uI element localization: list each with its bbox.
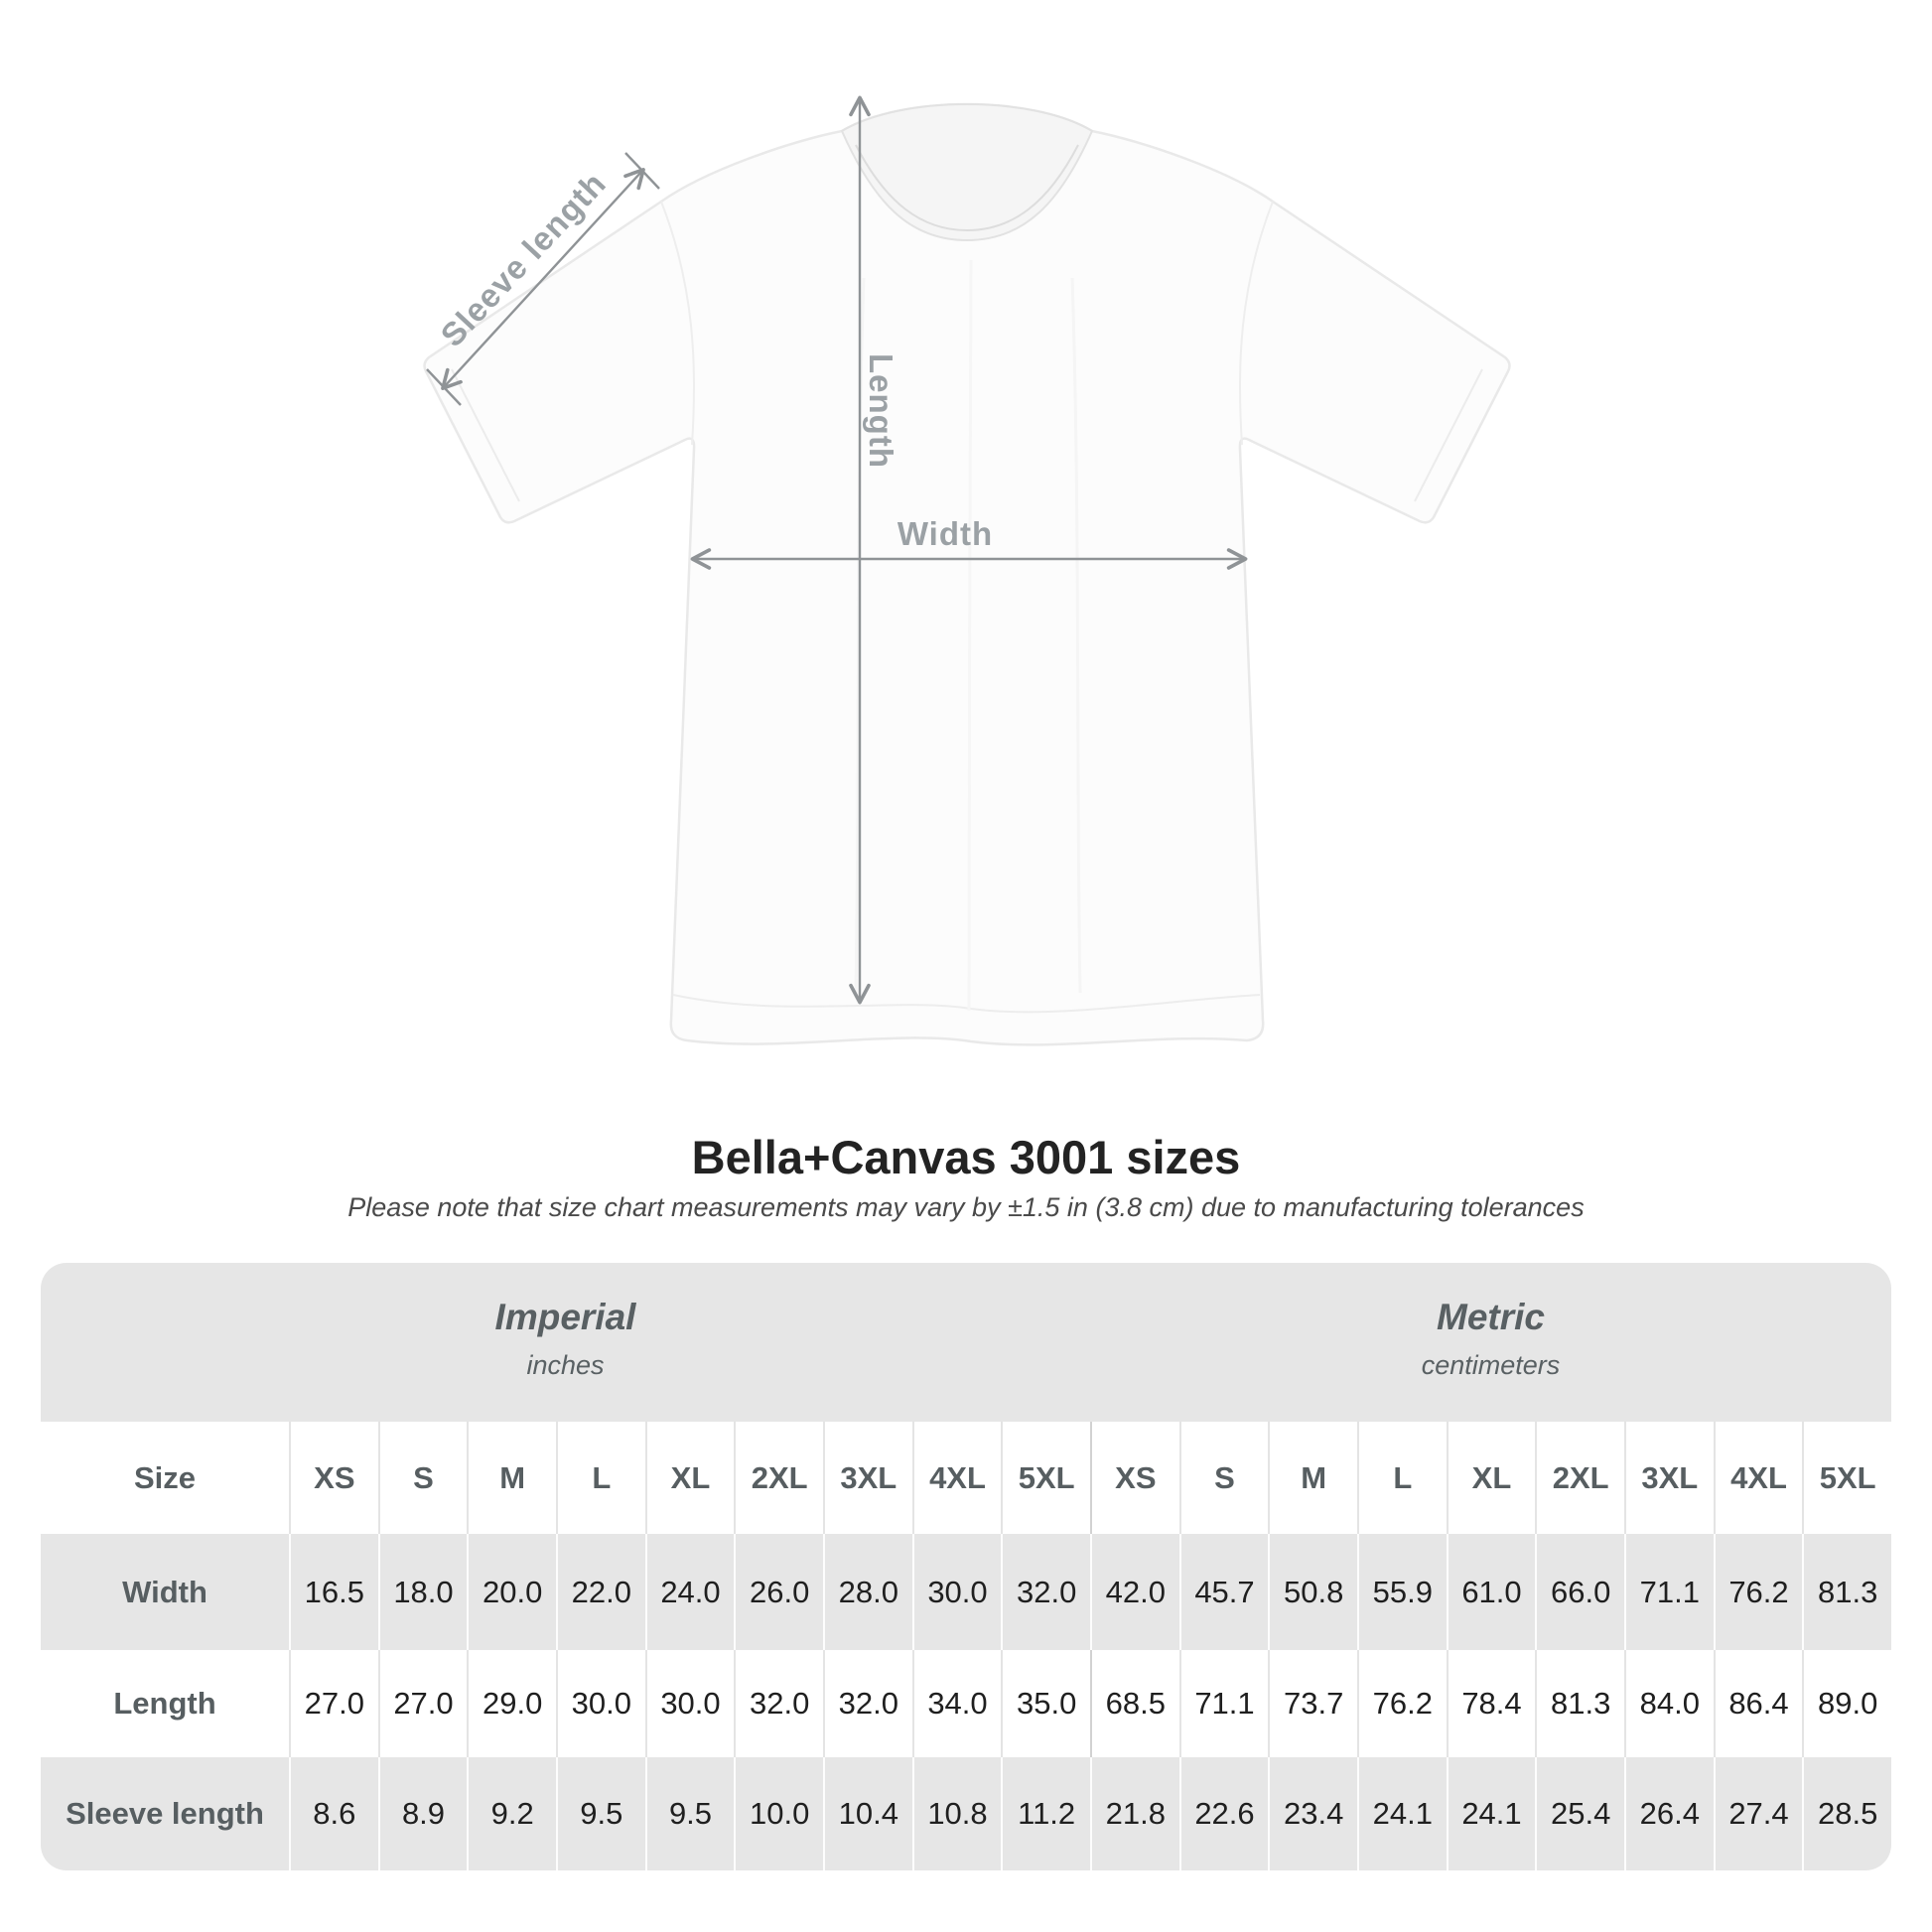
value-cell: 50.8 — [1268, 1534, 1357, 1650]
size-col-header: 4XL — [911, 1422, 1002, 1534]
value-cell: 24.0 — [644, 1534, 735, 1650]
value-cell: 71.1 — [1623, 1534, 1714, 1650]
row-label: Sleeve length — [66, 1796, 264, 1831]
row-label: Length — [113, 1686, 216, 1721]
value-cell: 8.9 — [377, 1757, 468, 1870]
value-cell: 25.4 — [1535, 1757, 1624, 1870]
value-cell: 32.0 — [822, 1650, 912, 1757]
table-row-width: Width 16.5 18.0 20.0 22.0 24.0 26.0 28.0 30.0 32.… — [41, 1534, 1891, 1650]
imperial-group-header: Imperial inches — [41, 1263, 1090, 1422]
value-cell: 20.0 — [467, 1534, 556, 1650]
value-cell: 55.9 — [1356, 1534, 1447, 1650]
value-cell: 23.4 — [1268, 1757, 1357, 1870]
value-cell: 42.0 — [1089, 1534, 1179, 1650]
value-cell: 45.7 — [1178, 1534, 1269, 1650]
page-title: Bella+Canvas 3001 sizes — [691, 1131, 1241, 1183]
value-cell: 16.5 — [289, 1534, 378, 1650]
length-label: Length — [863, 353, 899, 469]
value-cell: 11.2 — [1001, 1757, 1090, 1870]
value-cell: 68.5 — [1089, 1650, 1179, 1757]
value-cell: 24.1 — [1446, 1757, 1536, 1870]
value-cell: 26.4 — [1623, 1757, 1714, 1870]
size-col-header: XS — [289, 1422, 378, 1534]
value-cell: 18.0 — [377, 1534, 468, 1650]
value-cell: 29.0 — [467, 1650, 556, 1757]
value-cell: 32.0 — [734, 1650, 823, 1757]
metric-group-title: Metric — [1437, 1297, 1545, 1337]
size-col-header: XL — [1446, 1422, 1536, 1534]
value-cell: 89.0 — [1802, 1650, 1891, 1757]
value-cell: 30.0 — [911, 1534, 1002, 1650]
value-cell: 9.2 — [467, 1757, 556, 1870]
value-cell: 10.0 — [734, 1757, 823, 1870]
value-cell: 71.1 — [1178, 1650, 1269, 1757]
value-cell: 66.0 — [1535, 1534, 1624, 1650]
value-cell: 27.0 — [377, 1650, 468, 1757]
size-col-header: 2XL — [1535, 1422, 1624, 1534]
tolerance-note: Please note that size chart measurements… — [347, 1192, 1585, 1222]
size-col-header: 3XL — [822, 1422, 912, 1534]
value-cell: 73.7 — [1268, 1650, 1357, 1757]
size-col-header: XS — [1089, 1422, 1179, 1534]
value-cell: 86.4 — [1713, 1650, 1803, 1757]
value-cell: 26.0 — [734, 1534, 823, 1650]
size-col-header: 2XL — [734, 1422, 823, 1534]
imperial-group-title: Imperial — [494, 1297, 636, 1337]
size-col-header: L — [1356, 1422, 1447, 1534]
size-col-header: 4XL — [1713, 1422, 1803, 1534]
size-col-header: M — [467, 1422, 556, 1534]
value-cell: 30.0 — [555, 1650, 645, 1757]
value-cell: 27.0 — [289, 1650, 378, 1757]
tshirt-diagram — [423, 95, 1511, 1046]
value-cell: 81.3 — [1802, 1534, 1891, 1650]
sleeve-arrow-end-tick — [426, 368, 462, 406]
size-header-row: Size XS S M L XL 2XL 3XL 4XL 5XL XS S M L XL 2XL 3XL 4XL 5… — [41, 1422, 1891, 1534]
unit-group-row: Imperial inches Metric centimeters — [41, 1263, 1891, 1422]
value-cell: 22.0 — [555, 1534, 645, 1650]
table-row-length: Length 27.0 27.0 29.0 30.0 30.0 32.0 32.0 34.0 35… — [41, 1650, 1891, 1757]
value-cell: 9.5 — [644, 1757, 735, 1870]
value-cell: 34.0 — [911, 1650, 1002, 1757]
value-cell: 78.4 — [1446, 1650, 1536, 1757]
size-col-header: S — [377, 1422, 468, 1534]
value-cell: 35.0 — [1001, 1650, 1090, 1757]
value-cell: 27.4 — [1713, 1757, 1803, 1870]
value-cell: 32.0 — [1001, 1534, 1090, 1650]
value-cell: 10.8 — [911, 1757, 1002, 1870]
value-cell: 24.1 — [1356, 1757, 1447, 1870]
value-cell: 28.0 — [822, 1534, 912, 1650]
value-cell: 81.3 — [1535, 1650, 1624, 1757]
size-col-header: L — [555, 1422, 645, 1534]
size-col-header: M — [1268, 1422, 1357, 1534]
value-cell: 61.0 — [1446, 1534, 1536, 1650]
size-col-header: XL — [644, 1422, 735, 1534]
value-cell: 76.2 — [1356, 1650, 1447, 1757]
size-col-header: S — [1178, 1422, 1269, 1534]
metric-group-unit: centimeters — [1421, 1350, 1561, 1380]
tshirt-photo — [423, 102, 1511, 1046]
value-cell: 84.0 — [1623, 1650, 1714, 1757]
size-table: Imperial inches Metric centimeters Size X… — [41, 1263, 1891, 1870]
sleeve-length-arrow — [441, 168, 645, 390]
value-cell: 76.2 — [1713, 1534, 1803, 1650]
metric-group-header: Metric centimeters — [1090, 1263, 1891, 1422]
value-cell: 28.5 — [1802, 1757, 1891, 1870]
value-cell: 8.6 — [289, 1757, 378, 1870]
row-label: Width — [122, 1574, 207, 1609]
value-cell: 30.0 — [644, 1650, 735, 1757]
value-cell: 9.5 — [555, 1757, 645, 1870]
table-row-sleeve-length: Sleeve length 8.6 8.9 9.2 9.5 9.5 10.0 10.4 10.8… — [41, 1757, 1891, 1870]
sleeve-arrow-end-tick — [624, 152, 660, 190]
width-label: Width — [897, 515, 994, 552]
value-cell: 10.4 — [822, 1757, 912, 1870]
size-column-header: Size — [133, 1459, 197, 1495]
value-cell: 22.6 — [1178, 1757, 1269, 1870]
value-cell: 21.8 — [1089, 1757, 1179, 1870]
size-col-header: 5XL — [1802, 1422, 1891, 1534]
size-col-header: 5XL — [1001, 1422, 1090, 1534]
imperial-group-unit: inches — [526, 1350, 605, 1380]
size-col-header: 3XL — [1623, 1422, 1714, 1534]
